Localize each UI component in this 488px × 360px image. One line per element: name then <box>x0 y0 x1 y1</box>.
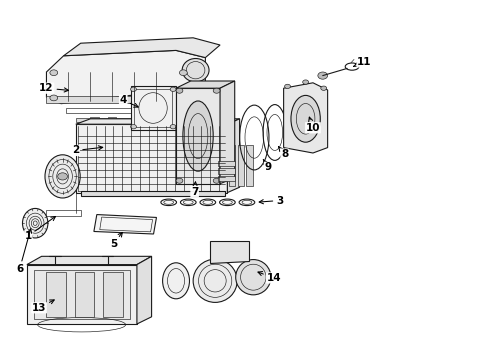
Circle shape <box>170 125 176 129</box>
Ellipse shape <box>290 95 320 142</box>
Text: 3: 3 <box>259 195 283 206</box>
Circle shape <box>302 80 308 84</box>
Circle shape <box>170 87 176 91</box>
Text: 11: 11 <box>353 57 371 67</box>
Circle shape <box>179 95 187 101</box>
Ellipse shape <box>182 58 209 82</box>
Bar <box>90 117 99 123</box>
Polygon shape <box>76 118 205 122</box>
Text: 2: 2 <box>72 145 102 156</box>
Bar <box>46 96 190 103</box>
Ellipse shape <box>235 260 270 295</box>
Bar <box>137 117 145 123</box>
Circle shape <box>176 178 183 183</box>
Bar <box>166 117 175 123</box>
Bar <box>217 161 234 166</box>
Circle shape <box>320 86 326 90</box>
Ellipse shape <box>180 199 196 206</box>
Text: 5: 5 <box>110 233 122 249</box>
Circle shape <box>213 88 220 93</box>
Ellipse shape <box>219 199 235 206</box>
Polygon shape <box>283 83 327 153</box>
Polygon shape <box>27 265 137 324</box>
Ellipse shape <box>239 199 254 206</box>
Ellipse shape <box>45 155 80 198</box>
Text: 12: 12 <box>39 83 68 93</box>
Polygon shape <box>220 81 234 184</box>
Polygon shape <box>76 119 239 124</box>
Text: 13: 13 <box>32 300 54 313</box>
Bar <box>46 272 66 317</box>
Bar <box>237 145 244 186</box>
Ellipse shape <box>193 259 237 302</box>
Bar <box>81 191 224 196</box>
Bar <box>76 124 227 193</box>
Text: 10: 10 <box>305 117 320 133</box>
Polygon shape <box>63 38 220 58</box>
Ellipse shape <box>161 199 176 206</box>
Circle shape <box>58 173 67 180</box>
Text: 14: 14 <box>258 271 281 283</box>
Bar <box>228 145 235 186</box>
Text: 1: 1 <box>25 216 55 241</box>
Ellipse shape <box>200 199 215 206</box>
Ellipse shape <box>22 208 48 238</box>
Bar <box>34 270 129 319</box>
Circle shape <box>179 70 187 76</box>
Polygon shape <box>176 81 234 88</box>
Circle shape <box>176 88 183 93</box>
Circle shape <box>213 178 220 183</box>
Circle shape <box>50 95 58 101</box>
Bar <box>107 117 116 123</box>
Text: 6: 6 <box>16 229 32 274</box>
Polygon shape <box>94 215 156 234</box>
Circle shape <box>50 70 58 76</box>
Polygon shape <box>46 50 205 104</box>
Bar <box>75 272 94 317</box>
Circle shape <box>317 72 327 79</box>
Text: 8: 8 <box>278 147 287 159</box>
Ellipse shape <box>162 263 189 299</box>
Polygon shape <box>210 241 249 263</box>
Polygon shape <box>137 256 151 324</box>
Circle shape <box>130 125 136 129</box>
Bar <box>217 168 234 174</box>
Polygon shape <box>227 119 239 193</box>
Bar <box>217 176 234 181</box>
Polygon shape <box>27 256 151 265</box>
Text: 9: 9 <box>263 159 271 172</box>
Polygon shape <box>176 88 220 184</box>
Bar <box>46 210 81 216</box>
Bar <box>246 145 252 186</box>
Bar <box>183 117 192 123</box>
Text: 7: 7 <box>190 182 198 197</box>
Text: 4: 4 <box>119 95 138 107</box>
Bar <box>103 272 122 317</box>
Circle shape <box>284 84 290 89</box>
Circle shape <box>130 87 136 91</box>
Polygon shape <box>130 86 176 130</box>
Ellipse shape <box>183 101 213 171</box>
